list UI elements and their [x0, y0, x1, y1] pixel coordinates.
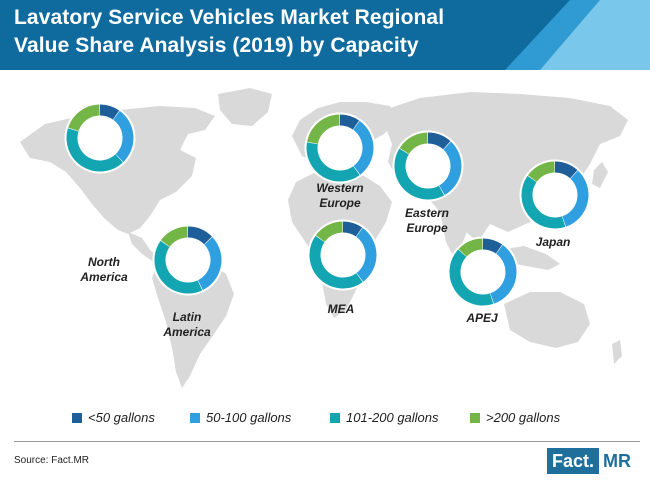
donut-north-america	[64, 102, 136, 174]
donut-slice-mea-50-100	[355, 227, 377, 282]
region-label-eastern-europe: Eastern Europe	[382, 206, 472, 236]
donut-slice-japan-gt200	[527, 161, 555, 183]
region-label-line: Latin	[172, 310, 202, 324]
land-central-america	[128, 232, 160, 262]
land-japan	[592, 162, 608, 188]
legend-item-gt200: >200 gallons	[470, 410, 560, 425]
donut-slice-apej-gt200	[458, 238, 483, 257]
region-label-line: Europe	[319, 196, 361, 210]
donut-apej	[447, 236, 519, 308]
donut-slice-north-america-50-100	[112, 110, 134, 162]
donut-slice-western-europe-lt50	[339, 114, 360, 130]
region-label-latin-america: Latin America	[142, 310, 232, 340]
brand-logo: Fact. MR	[547, 448, 636, 474]
donut-slice-western-europe-gt200	[307, 114, 340, 145]
legend-label-50-100: 50-100 gallons	[206, 410, 292, 425]
banner-main	[0, 0, 570, 70]
region-label-line: America	[80, 270, 128, 284]
region-label-line: North	[88, 255, 120, 269]
donut-slice-eastern-europe-50-100	[438, 141, 462, 196]
land-new-zealand	[612, 340, 622, 364]
legend-swatch-101-200	[330, 412, 340, 423]
legend-label-gt200: >200 gallons	[486, 410, 561, 425]
donut-slice-latin-america-lt50	[187, 226, 212, 245]
donut-mea	[307, 219, 379, 291]
land-se-asia	[500, 246, 560, 270]
region-label-line: APEJ	[466, 311, 498, 325]
donut-slice-japan-lt50	[554, 161, 578, 179]
region-label-western-europe: Western Europe	[295, 181, 385, 211]
source-note: Source: Fact.MR	[14, 455, 90, 466]
footer-divider	[14, 441, 640, 442]
land-india	[440, 210, 470, 258]
donut-slice-apej-lt50	[482, 238, 503, 254]
region-label-north-america: North America	[59, 255, 149, 285]
region-label-mea: MEA	[296, 302, 386, 317]
brand-logo-fact: Fact.	[547, 448, 600, 474]
donut-latin-america	[152, 224, 224, 296]
legend-item-101-200: 101-200 gallons	[330, 410, 439, 425]
legend: <50 gallons 50-100 gallons 101-200 gallo…	[0, 410, 650, 428]
world-map	[20, 88, 628, 388]
donut-slice-japan-50-100	[562, 170, 589, 227]
region-label-line: MEA	[327, 302, 355, 316]
donut-eastern-europe	[392, 130, 464, 202]
donut-slice-north-america-lt50	[99, 104, 120, 120]
donut-charts	[64, 102, 591, 308]
land-greenland	[218, 88, 272, 126]
donut-slice-latin-america-50-100	[197, 237, 222, 291]
brand-logo-mr: MR	[599, 448, 636, 474]
donut-slice-western-europe-101-200	[306, 142, 360, 182]
legend-swatch-lt50	[72, 412, 82, 423]
donut-slice-north-america-101-200	[66, 128, 123, 172]
chart-title-line-2: Value Share Analysis (2019) by Capacity	[14, 34, 419, 57]
legend-item-lt50: <50 gallons	[72, 410, 155, 425]
banner-background	[0, 0, 650, 70]
donut-slice-mea-lt50	[342, 221, 363, 237]
region-label-japan: Japan	[508, 235, 598, 250]
donut-slice-mea-gt200	[315, 221, 343, 243]
legend-item-50-100: 50-100 gallons	[190, 410, 291, 425]
donut-slice-north-america-gt200	[68, 104, 100, 132]
donut-slice-japan-101-200	[521, 175, 566, 229]
land-australia	[504, 292, 590, 348]
region-label-line: Japan	[535, 235, 571, 249]
donut-slice-eastern-europe-101-200	[394, 148, 445, 200]
donut-slice-latin-america-gt200	[160, 226, 188, 248]
donut-slice-apej-101-200	[449, 249, 494, 306]
donut-japan	[519, 159, 591, 231]
region-label-line: Eastern	[404, 206, 450, 220]
donut-slice-latin-america-101-200	[154, 240, 203, 294]
land-asia	[384, 92, 628, 242]
legend-swatch-50-100	[190, 412, 200, 423]
chart-title-line-1: Lavatory Service Vehicles Market Regiona…	[14, 6, 445, 29]
legend-swatch-gt200	[470, 412, 480, 423]
donut-western-europe	[304, 112, 376, 184]
donut-slice-mea-101-200	[309, 235, 363, 289]
region-label-line: America	[163, 325, 211, 339]
donut-slice-eastern-europe-lt50	[427, 132, 451, 150]
donut-slice-eastern-europe-gt200	[399, 132, 428, 155]
donut-slice-western-europe-50-100	[352, 120, 374, 175]
region-label-line: Europe	[406, 221, 448, 235]
region-label-apej: APEJ	[437, 311, 527, 326]
legend-label-101-200: 101-200 gallons	[346, 410, 439, 425]
legend-label-lt50: <50 gallons	[88, 410, 155, 425]
region-label-line: Western	[316, 181, 364, 195]
donut-slice-apej-50-100	[490, 244, 517, 304]
title-banner: Lavatory Service Vehicles Market Regiona…	[0, 0, 650, 70]
